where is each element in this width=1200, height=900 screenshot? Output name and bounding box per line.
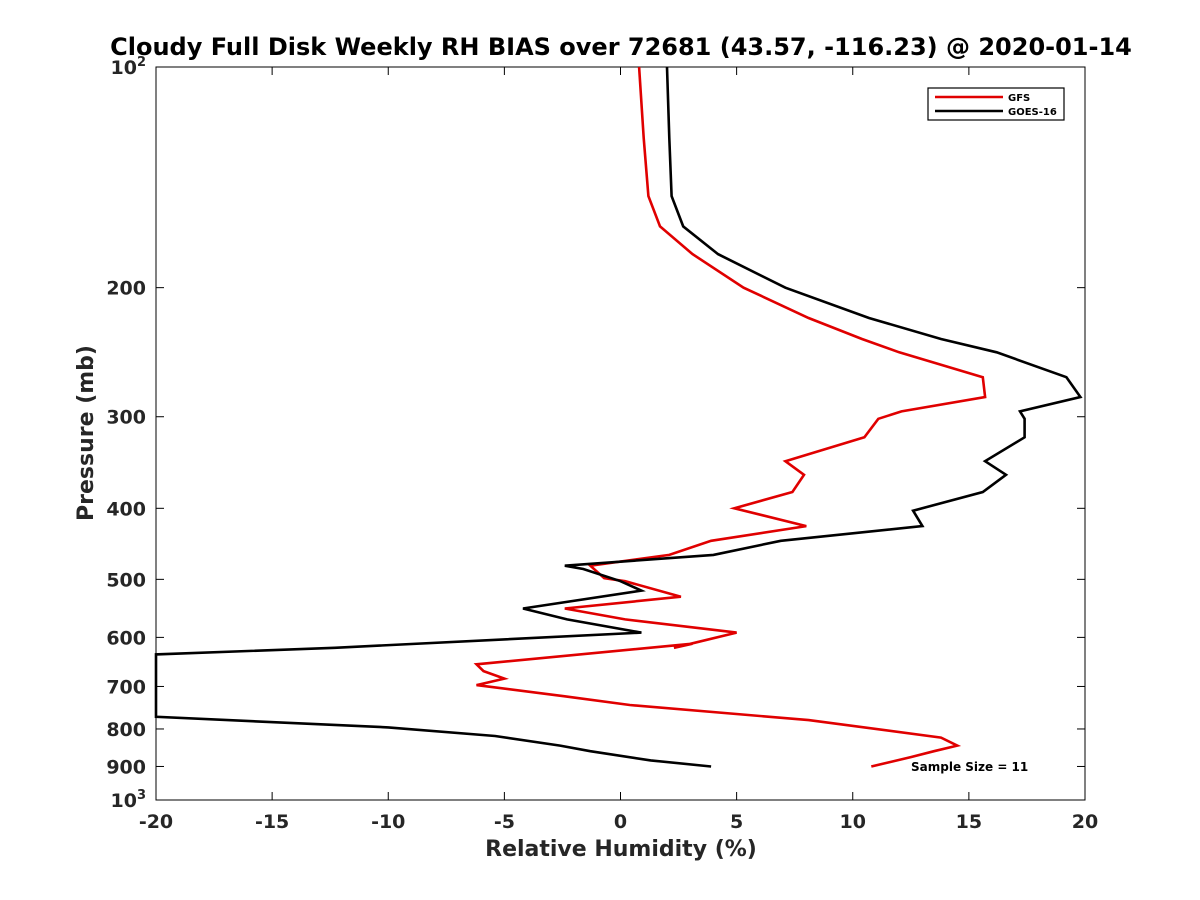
y-axis: 102 200 300 400 500 600 700 800 900 103 — [106, 55, 1085, 812]
y-tick-label: 600 — [106, 627, 146, 649]
legend-box — [927, 87, 1065, 121]
plot-area — [155, 66, 1086, 801]
y-tick-label: 700 — [106, 676, 146, 698]
y-tick-label: 103 — [111, 788, 147, 812]
y-tick-label: 500 — [106, 569, 146, 591]
series-line-goes16 — [154, 66, 1083, 768]
x-axis: -20 -15 -10 -5 0 5 10 15 20 — [139, 67, 1098, 833]
axes-box — [155, 66, 1086, 801]
x-tick-label: 20 — [1072, 811, 1098, 833]
y-tick-label: 200 — [106, 278, 146, 300]
y-axis-label: Pressure (mb) — [74, 345, 99, 521]
x-tick-label: -10 — [371, 811, 405, 833]
sample-size-annotation: Sample Size = 11 — [911, 760, 1028, 774]
x-tick-label: 10 — [840, 811, 866, 833]
x-tick-label: 5 — [730, 811, 743, 833]
x-tick-label: -20 — [139, 811, 173, 833]
y-tick-label: 102 — [111, 55, 147, 79]
x-tick-label: 0 — [614, 811, 627, 833]
x-tick-label: -5 — [494, 811, 515, 833]
x-tick-label: 15 — [956, 811, 982, 833]
legend: GFS GOES-16 — [927, 87, 1065, 121]
legend-label-gfs: GFS — [1008, 93, 1030, 104]
chart-title: Cloudy Full Disk Weekly RH BIAS over 726… — [110, 33, 1132, 61]
x-tick-label: -15 — [255, 811, 289, 833]
y-tick-label: 300 — [106, 407, 146, 429]
y-tick-label: 900 — [106, 756, 146, 778]
y-tick-label: 800 — [106, 719, 146, 741]
y-tick-label: 400 — [106, 498, 146, 520]
legend-label-goes16: GOES-16 — [1008, 107, 1057, 118]
x-axis-label: Relative Humidity (%) — [485, 837, 757, 862]
series-layer — [154, 66, 1083, 768]
